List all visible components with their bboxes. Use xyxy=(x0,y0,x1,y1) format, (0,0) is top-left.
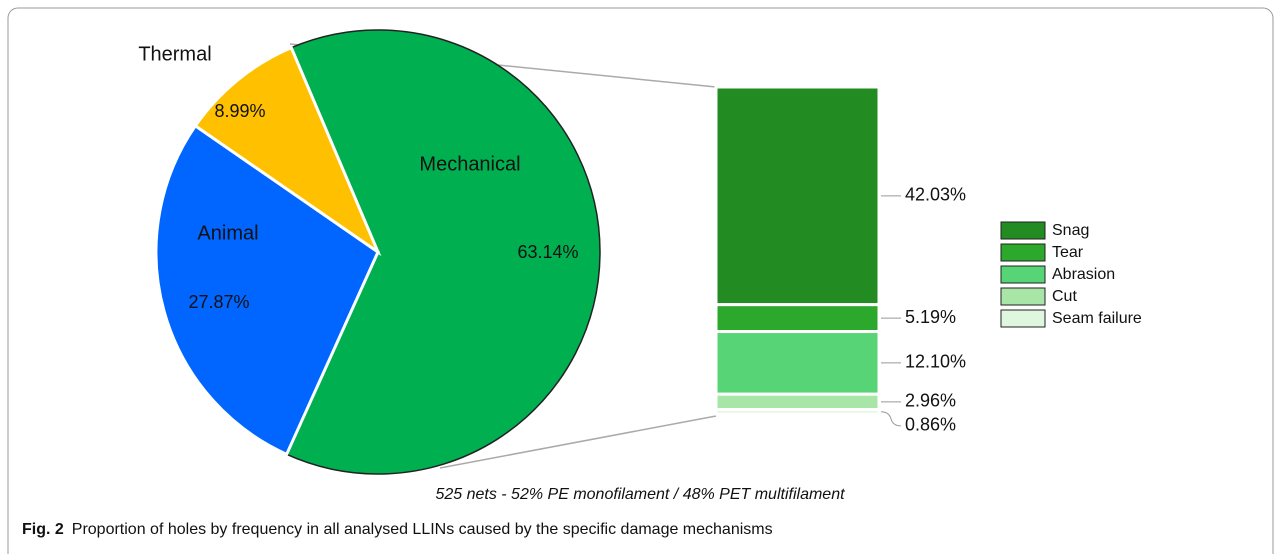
value-label: 5.19% xyxy=(905,307,956,327)
value-label: 12.10% xyxy=(905,352,966,372)
connector xyxy=(439,415,717,469)
value-label: 0.86% xyxy=(905,415,956,435)
bar-segment xyxy=(714,408,881,416)
legend-swatch xyxy=(1000,243,1046,262)
pie-slice xyxy=(154,123,380,457)
legend-label: Abrasion xyxy=(1052,266,1115,283)
value-label: 63.14% xyxy=(517,242,578,262)
legend-swatch xyxy=(1000,265,1046,284)
value-label: 2.96% xyxy=(905,391,956,411)
caption: Fig. 2 Proportion of holes by frequency i… xyxy=(22,521,773,538)
legend-label: Snag xyxy=(1052,222,1089,239)
slice-label: Thermal xyxy=(138,43,211,65)
leader-line xyxy=(880,411,902,427)
legend-label: Tear xyxy=(1052,244,1084,261)
value-label: 8.99% xyxy=(214,101,265,121)
legend-swatch xyxy=(1000,287,1046,306)
legend-label: Seam failure xyxy=(1052,310,1142,327)
pie-slice xyxy=(285,29,601,475)
bar-segment xyxy=(714,392,881,412)
figure-label: Fig. 2 xyxy=(22,521,64,538)
slice-label: Animal xyxy=(197,222,258,244)
legend-label: Cut xyxy=(1052,288,1077,305)
value-label: 27.87% xyxy=(188,292,249,312)
legend-swatch xyxy=(1000,309,1046,328)
pie-slice xyxy=(193,45,382,257)
bar-segment xyxy=(714,85,881,307)
figure-caption: Proportion of holes by frequency in all … xyxy=(72,521,773,538)
bar-segment xyxy=(714,303,881,334)
note: 525 nets - 52% PE monofilament / 48% PET… xyxy=(435,486,845,503)
value-label: 42.03% xyxy=(905,185,966,205)
legend-swatch xyxy=(1000,221,1046,240)
frame xyxy=(7,7,1274,559)
bar-segment xyxy=(714,330,881,396)
slice-label: Mechanical xyxy=(419,153,520,175)
